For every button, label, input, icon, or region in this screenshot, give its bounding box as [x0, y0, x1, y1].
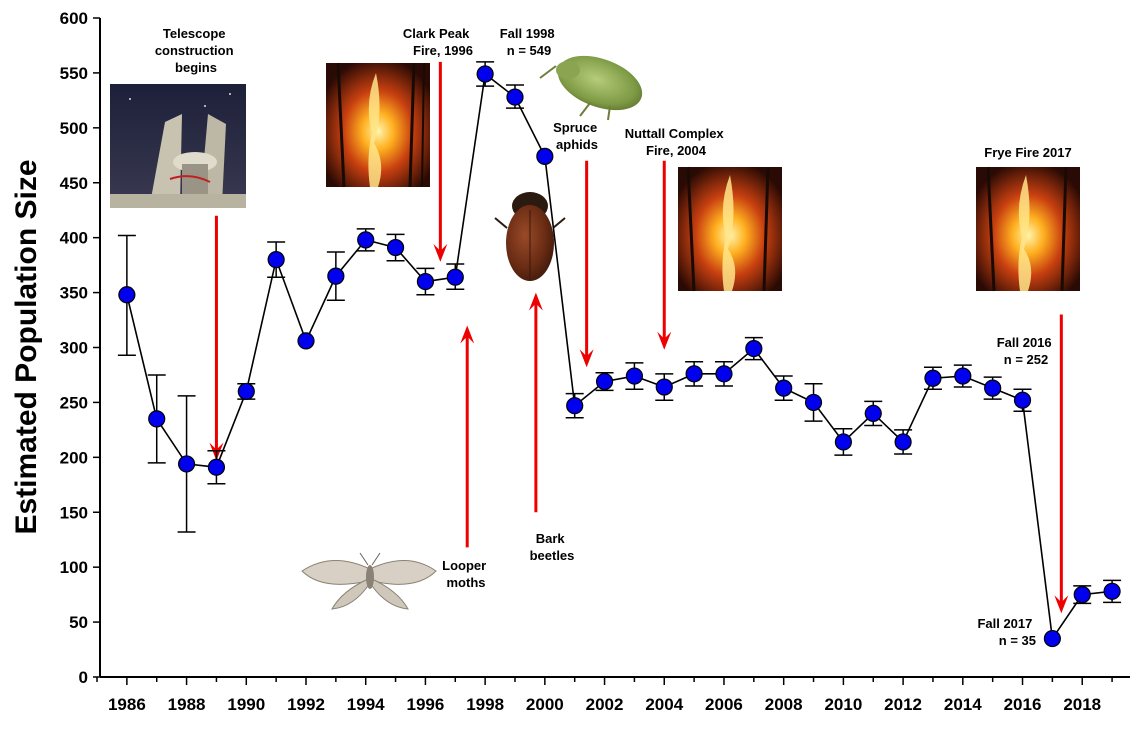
data-point	[416, 273, 435, 291]
arrow-head-looper	[460, 325, 475, 344]
x-tick-label: 2010	[824, 695, 862, 714]
arrow-head-beetles	[528, 292, 543, 311]
data-point	[118, 286, 136, 304]
data-point	[207, 458, 226, 476]
data-point	[625, 367, 644, 385]
event-arrows	[209, 61, 1069, 614]
x-tick-label: 1996	[407, 695, 445, 714]
x-tick-label: 2000	[526, 695, 564, 714]
annotation-fall-1998: Fall 1998 n = 549	[500, 26, 559, 58]
annotation-spruce-aphids: Spruce aphids	[553, 120, 601, 152]
data-point	[1103, 582, 1121, 600]
annotation-looper-moths: Looper moths	[442, 558, 490, 590]
data-point	[685, 365, 703, 383]
data-point	[177, 455, 196, 473]
data-point	[327, 267, 345, 285]
aphid-photo	[539, 55, 643, 121]
y-tick-label: 50	[69, 613, 88, 632]
data-point	[595, 372, 614, 391]
arrow-head-nuttall	[657, 331, 672, 350]
data-point	[446, 268, 464, 286]
fire-photo-2017	[976, 166, 1080, 292]
data-point	[804, 393, 823, 412]
x-tick-label: 1988	[168, 695, 206, 714]
arrow-head-aphids	[579, 349, 594, 368]
data-point	[566, 397, 584, 415]
data-point	[1073, 586, 1091, 604]
y-tick-label: 250	[60, 393, 88, 412]
data-point	[745, 339, 763, 358]
series-line	[126, 72, 1113, 641]
y-ticks: 0 50 100 150 200 250 300 350 400 450 500 550 600	[60, 9, 100, 687]
data-point	[1013, 391, 1032, 409]
data-point	[476, 65, 494, 83]
y-tick-label: 200	[60, 448, 88, 467]
fire-photo-1996	[326, 62, 430, 188]
y-tick-label: 150	[60, 503, 88, 522]
data-point	[864, 404, 882, 422]
y-tick-label: 400	[60, 229, 88, 248]
data-point	[834, 433, 852, 451]
data-point	[894, 433, 912, 451]
data-point	[386, 238, 405, 257]
data-point	[775, 379, 793, 397]
data-point	[655, 378, 673, 396]
plot-area	[117, 61, 1122, 648]
x-tick-label: 2016	[1004, 695, 1042, 714]
annotation-fall-2016: Fall 2016 n = 252	[997, 335, 1056, 367]
x-tick-label: 2002	[586, 695, 624, 714]
annotation-frye-fire: Frye Fire 2017	[984, 145, 1071, 160]
data-point	[1043, 629, 1061, 648]
x-tick-label: 2018	[1063, 695, 1101, 714]
data-point	[267, 251, 285, 269]
data-point	[536, 147, 554, 165]
y-tick-label: 350	[60, 284, 88, 303]
annotation-clark-peak-fire: Clark Peak Fire, 1996	[403, 26, 473, 58]
y-tick-label: 600	[60, 9, 88, 28]
x-tick-label: 1990	[227, 695, 265, 714]
data-point	[984, 379, 1002, 397]
annotation-nuttall-fire: Nuttall Complex Fire, 2004	[625, 126, 728, 158]
data-point	[357, 231, 375, 249]
x-tick-label: 1992	[287, 695, 325, 714]
y-tick-label: 100	[60, 558, 88, 577]
annotation-bark-beetles: Bark beetles	[530, 531, 575, 563]
data-point	[237, 382, 255, 401]
data-point	[954, 367, 972, 385]
y-tick-label: 450	[60, 174, 88, 193]
fire-photo-2004	[678, 166, 782, 292]
arrow-head-clark	[433, 243, 448, 262]
telescope-photo	[110, 84, 246, 208]
x-tick-label: 1998	[466, 695, 504, 714]
annotation-fall-2017: Fall 2017 n = 35	[977, 616, 1036, 648]
data-point	[297, 332, 315, 350]
y-tick-label: 500	[60, 119, 88, 138]
moth-photo	[301, 552, 437, 610]
annotation-telescope: Telescope construction begins	[155, 26, 237, 75]
data-point	[924, 369, 942, 387]
y-axis-label: Estimated Population Size	[10, 159, 43, 534]
x-ticks: 1986 1988 1990 1992 1994 1996 1998 2000 2002 2004…	[96, 677, 1113, 714]
y-tick-label: 0	[79, 668, 88, 687]
beetle-photo	[494, 192, 566, 281]
x-tick-label: 1986	[108, 695, 146, 714]
data-point	[506, 88, 524, 106]
x-tick-label: 2004	[645, 695, 683, 714]
data-point	[148, 410, 166, 428]
data-point	[715, 365, 733, 383]
x-tick-label: 2014	[944, 695, 982, 714]
x-tick-label: 1994	[347, 695, 385, 714]
y-tick-label: 550	[60, 64, 88, 83]
x-tick-label: 2006	[705, 695, 743, 714]
y-tick-label: 300	[60, 339, 88, 358]
arrow-head-frye	[1054, 595, 1069, 614]
x-tick-label: 2012	[884, 695, 922, 714]
x-tick-label: 2008	[765, 695, 803, 714]
